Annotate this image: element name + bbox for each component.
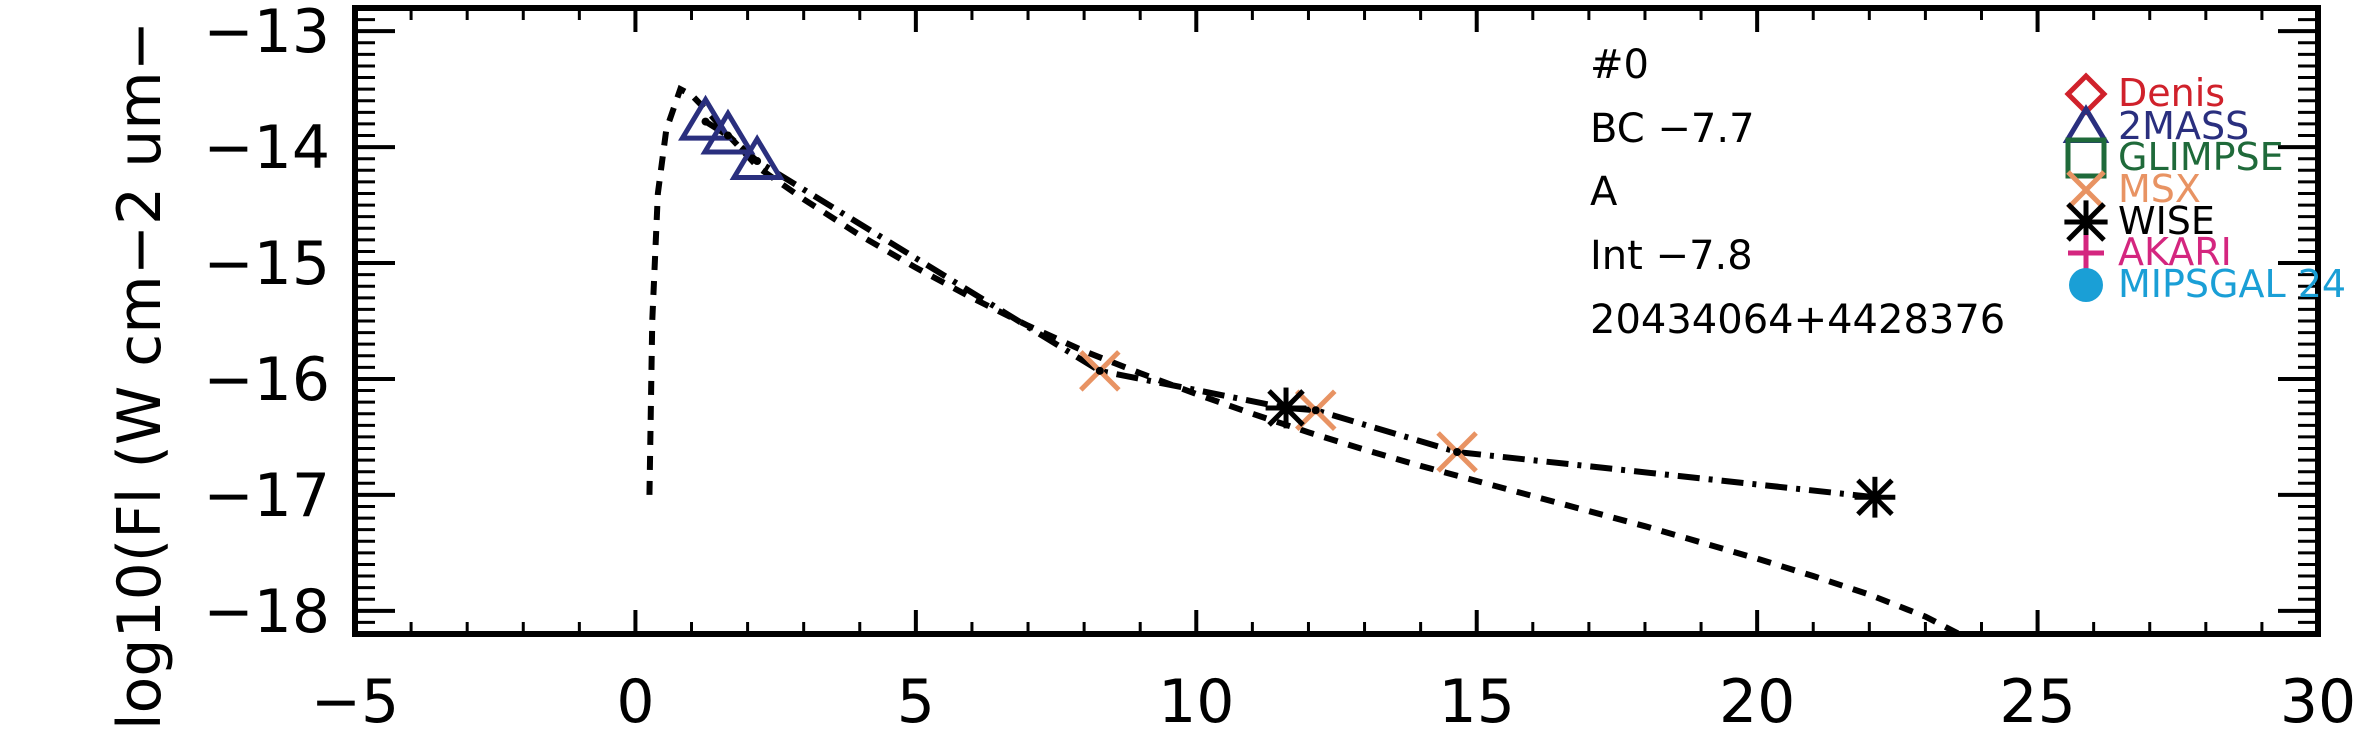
legend-label: GLIMPSE: [2118, 135, 2284, 179]
legend-marker-wise: [2064, 200, 2108, 244]
y-tick-label: −14: [203, 113, 330, 183]
y-tick-label: −17: [203, 461, 330, 531]
point-dot: [1453, 447, 1462, 456]
legend-marker-glimpse: [2065, 137, 2107, 179]
markers-layer: [678, 94, 1896, 518]
legend-marker-2mass: [2062, 104, 2110, 143]
legend-marker-mipsgal-24: [2069, 268, 2103, 302]
legend-marker-akari: [2068, 235, 2104, 271]
legend-label: MSX: [2118, 167, 2201, 211]
lines-layer: [646, 84, 1961, 637]
2mass-point: [700, 108, 756, 155]
point-dot: [723, 131, 732, 140]
2mass-point: [729, 134, 785, 181]
2mass-point: [678, 94, 734, 141]
x-tick-label: 30: [2280, 667, 2356, 737]
model-curve: [646, 84, 1961, 637]
x-tick-label: 10: [1158, 667, 1234, 737]
point-dot: [1311, 406, 1320, 415]
plot-frame: [352, 5, 2321, 637]
point-dot: [1870, 493, 1879, 502]
x-tick-label: 0: [616, 667, 654, 737]
annotation-text: 20434064+4428376: [1590, 297, 2005, 343]
y-tick-label: −18: [203, 577, 330, 647]
legend-label: Denis: [2118, 71, 2225, 115]
x-tick-label: −5: [311, 667, 399, 737]
annotation-text: Int −7.8: [1590, 233, 1753, 279]
legend-label: MIPSGAL 24: [2118, 262, 2346, 306]
legend-label: WISE: [2118, 199, 2215, 243]
y-tick-label: −15: [203, 229, 330, 299]
point-dot: [1095, 366, 1104, 375]
axes-layer: −5 0 5 10 15 20 25 30 −18 −17 −16 −15 −14 −13 log10(Fl…: [105, 0, 2356, 737]
legend-label: 2MASS: [2118, 104, 2249, 148]
point-dot: [753, 157, 762, 166]
x-tick-label: 25: [1999, 667, 2075, 737]
annotation-text: #0: [1590, 42, 1649, 88]
y-tick-label: −16: [203, 345, 330, 415]
point-dot: [701, 117, 710, 126]
x-tick-label: 20: [1719, 667, 1795, 737]
y-axis-label: log10(Fl (W cm−2 um−: [105, 21, 175, 730]
x-tick-label: 5: [897, 667, 935, 737]
text-layer: #0 BC −7.7 A Int −7.8 20434064+4428376: [1590, 42, 2005, 343]
annotation-text: A: [1590, 169, 1618, 215]
y-tick-label: −13: [203, 0, 330, 67]
legend-label: AKARI: [2118, 230, 2232, 274]
x-tick-label: 15: [1439, 667, 1515, 737]
point-dot: [1282, 403, 1291, 412]
annotation-text: BC −7.7: [1590, 106, 1755, 152]
legend-marker-msx: [2066, 170, 2106, 210]
